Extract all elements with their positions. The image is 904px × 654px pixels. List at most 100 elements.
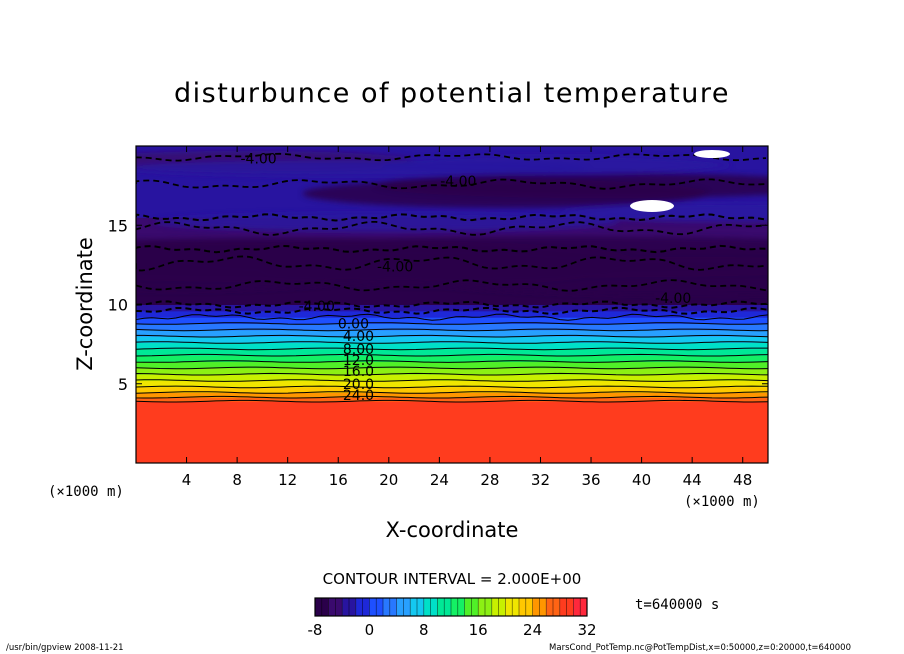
heatmap-band-4 — [136, 380, 768, 388]
x-unit-left: (×1000 m) — [48, 484, 124, 500]
contour-line-17 — [136, 244, 768, 254]
x-tick-label-32: 32 — [531, 471, 550, 489]
contour-line-12 — [136, 328, 768, 332]
heatmap-band-14 — [136, 316, 768, 325]
contour-line-7 — [136, 360, 768, 363]
x-unit-right: (×1000 m) — [684, 494, 760, 510]
y-axis: 5 10 15 — [108, 216, 768, 394]
x-tick-label-24: 24 — [430, 471, 449, 489]
contour-line-11 — [136, 334, 768, 338]
colorbar-tick-24: 24 — [523, 621, 542, 639]
contour-label-5: 0.00 — [338, 317, 369, 333]
y-tick-label-10: 10 — [108, 296, 128, 315]
contour-line-5 — [136, 372, 768, 376]
contour-line-16 — [136, 300, 768, 309]
colorbar-tick-0: 0 — [365, 621, 375, 639]
heatmap-band-12 — [136, 329, 768, 337]
heatmap-patches — [136, 150, 768, 295]
contour-label-3: -4.00 — [299, 299, 335, 315]
x-tick-label-40: 40 — [632, 471, 651, 489]
heatmap-band-15 — [136, 310, 768, 318]
x-tick-label-4: 4 — [182, 471, 192, 489]
contour-line-4 — [136, 379, 768, 382]
contour-upper-4 — [136, 152, 767, 162]
x-tick-label-20: 20 — [379, 471, 398, 489]
x-axis-label: X-coordinate — [386, 518, 519, 542]
time-label: t=640000 s — [635, 597, 719, 613]
heatmap-patch-4 — [261, 253, 611, 286]
contour-upper-3 — [136, 178, 767, 190]
contour-label-7: 8.00 — [343, 342, 374, 358]
footer-right: MarsCond_PotTemp.nc@PotTempDist,x=0:5000… — [549, 643, 851, 653]
contour-label-10: 20.0 — [343, 377, 374, 393]
contour-line-8 — [136, 353, 768, 357]
heatmap-band-5 — [136, 373, 768, 382]
colorbar-tick-32: 32 — [577, 621, 596, 639]
contour-label-11: 24.0 — [343, 388, 374, 404]
contour-label-6: 4.00 — [343, 329, 374, 345]
contour-line-10 — [136, 341, 768, 344]
contour-line-9 — [136, 347, 768, 351]
heatmap-band-9 — [136, 348, 768, 356]
heatmap-white-spot-1 — [694, 150, 730, 158]
colorbar-frame — [314, 597, 588, 617]
contour-line-14 — [136, 313, 768, 321]
heatmap-band-3 — [136, 386, 768, 393]
heatmap-patch-6 — [373, 172, 768, 199]
heatmap-white-spot-2 — [630, 200, 674, 212]
y-tick-label-5: 5 — [118, 375, 128, 394]
contour-line-3 — [136, 385, 768, 389]
contour-line-15 — [136, 306, 768, 316]
chart-title: disturbunce of potential temperature — [174, 78, 730, 109]
contour-interval: CONTOUR INTERVAL = 2.000E+00 — [323, 570, 582, 588]
heatmap-band-0 — [136, 400, 768, 463]
y-axis-label: Z-coordinate — [73, 237, 97, 371]
y-tick-label-15: 15 — [108, 216, 128, 235]
x-tick-label-8: 8 — [232, 471, 242, 489]
contour-line-18 — [136, 213, 768, 222]
contour-upper-2 — [136, 221, 767, 236]
heatmap-band-2 — [136, 391, 768, 398]
x-tick-label-36: 36 — [581, 471, 600, 489]
x-tick-label-44: 44 — [683, 471, 702, 489]
contour-line-6 — [136, 366, 768, 370]
contour-label-9: 16.0 — [343, 364, 374, 380]
heatmap-band-11 — [136, 335, 768, 344]
heatmap-patch-9 — [153, 212, 619, 232]
contour-label-8: 12.0 — [343, 353, 374, 369]
contour-upper-1 — [136, 255, 767, 272]
contour-line-1 — [136, 395, 768, 399]
contour-label-4: -4.00 — [655, 291, 691, 307]
colorbar-ticks: -8 0 8 16 24 32 — [308, 621, 597, 639]
x-tick-label-12: 12 — [278, 471, 297, 489]
contour-lines — [136, 152, 768, 403]
heatmap-patch-11 — [136, 160, 589, 177]
colorbar-tick-8: 8 — [419, 621, 429, 639]
footer-left: /usr/bin/gpview 2008-11-21 — [6, 643, 124, 653]
heatmap-band-7 — [136, 361, 768, 369]
contour-line-0 — [136, 399, 768, 403]
contour-line-13 — [136, 322, 768, 325]
contour-label-2: -4.00 — [377, 259, 413, 275]
contour-label-1: -4.00 — [440, 174, 476, 190]
heatmap-band-6 — [136, 367, 768, 375]
heatmap-patch-10 — [561, 203, 768, 223]
plot-area: -4.00-4.00-4.00-4.00 -4.000.004.008.0012.… — [136, 146, 768, 463]
colorbar-tick--8: -8 — [308, 621, 323, 639]
heatmap-band-13 — [136, 323, 768, 331]
contour-label-0: -4.00 — [240, 152, 276, 168]
colorbar — [314, 597, 588, 617]
x-axis: 4 8 12 16 20 24 28 32 36 40 44 48 — [182, 146, 752, 489]
x-tick-label-48: 48 — [733, 471, 752, 489]
heatmap-band-10 — [136, 342, 768, 350]
contour-labels: -4.00-4.00-4.00-4.00 -4.000.004.008.0012.… — [240, 152, 691, 404]
heatmap-band-16 — [136, 304, 768, 312]
contour-upper-0 — [136, 279, 767, 292]
x-tick-label-16: 16 — [329, 471, 348, 489]
heatmap-band-1 — [136, 396, 768, 402]
x-tick-label-28: 28 — [480, 471, 499, 489]
contour-line-2 — [136, 391, 768, 394]
heatmap-band-8 — [136, 354, 768, 363]
colorbar-tick-16: 16 — [469, 621, 488, 639]
